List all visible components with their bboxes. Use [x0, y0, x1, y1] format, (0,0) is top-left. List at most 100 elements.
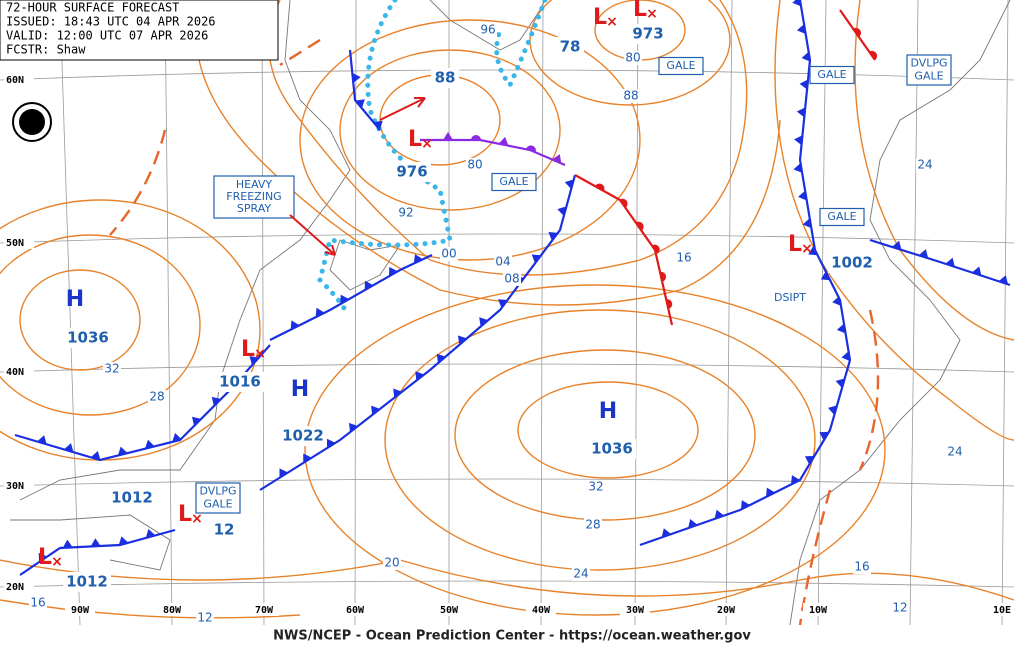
cold-front-pip — [552, 154, 562, 164]
isobar-label: 16 — [30, 596, 45, 610]
isobar — [304, 284, 886, 616]
warm-front-pip — [471, 135, 481, 140]
trough — [858, 309, 880, 471]
isobar-label: 80 — [625, 51, 640, 65]
annotation-text: SPRAY — [237, 202, 271, 215]
isobar-label-bg — [503, 272, 521, 286]
isobar — [299, 19, 641, 261]
lat-label-bg — [4, 74, 34, 86]
lat-label: 60N — [6, 75, 24, 86]
cold-front-pip — [315, 307, 325, 318]
cold-front-pip — [373, 120, 383, 130]
low-symbol: L — [408, 127, 422, 152]
warning-text: DVLPG — [199, 485, 236, 498]
cold-front-pip — [340, 294, 350, 305]
isobar — [339, 49, 561, 211]
logo-core — [19, 109, 45, 135]
cold-front-pip — [841, 351, 851, 362]
cold-front-pip — [531, 254, 542, 264]
isobar-label-bg — [196, 611, 214, 625]
isobar-label-bg — [29, 596, 47, 610]
cold-front-pip — [145, 439, 155, 449]
cold-front-pip — [279, 468, 288, 478]
lat-label-bg — [4, 581, 34, 593]
cold-front-pip — [211, 396, 221, 407]
lat-label: 20N — [6, 582, 24, 593]
cold-front-pip — [62, 539, 73, 548]
warning-box — [906, 54, 952, 86]
warning-box — [809, 65, 855, 85]
low-symbol: L — [178, 502, 192, 527]
warm-front-pip — [651, 244, 660, 254]
lon-label-bg — [987, 603, 1017, 616]
cold-front-pip — [249, 356, 259, 366]
pressure-box — [216, 372, 264, 392]
warning-text: DVLPG — [910, 57, 947, 70]
warning-text: GALE — [666, 59, 695, 72]
cold-front-pip — [63, 443, 74, 453]
lon-label: 60W — [346, 605, 365, 616]
isobar-label: 88 — [623, 89, 638, 103]
cold-front-pip — [457, 335, 467, 345]
cold-front-pip — [792, 0, 802, 7]
pressure-box — [108, 488, 156, 508]
warm-front-pip — [853, 27, 862, 38]
center-pressure: 88 — [435, 69, 456, 87]
warm-front-pip — [666, 299, 673, 309]
isobar-label: 80 — [467, 158, 482, 172]
front-line — [348, 49, 381, 131]
cold-front-pip — [557, 206, 567, 217]
lat-label-bg — [4, 237, 34, 249]
warning-text: GALE — [914, 70, 943, 83]
cold-front-pip — [740, 500, 750, 510]
cold-front-pip — [793, 163, 803, 173]
header-box — [0, 0, 279, 61]
isobar — [19, 269, 141, 371]
low-x: × — [254, 346, 266, 362]
warning-box — [491, 172, 537, 192]
cold-front-pip — [801, 51, 811, 62]
lon-label-bg — [526, 603, 556, 616]
cold-front-pip — [436, 353, 446, 364]
cold-front-pip — [172, 432, 182, 442]
cold-front-pip — [791, 475, 800, 485]
cold-front-pip — [355, 99, 365, 109]
warning-box — [195, 482, 241, 514]
troughs — [109, 38, 880, 626]
lon-label: 30W — [626, 605, 645, 616]
ice-edge — [317, 0, 548, 313]
warning-box — [658, 56, 704, 76]
isobar-label-bg — [466, 158, 484, 172]
cold-front-pip — [945, 257, 955, 267]
cold-front-pip — [90, 451, 101, 461]
cold-front-pip — [918, 249, 929, 259]
low-x: × — [801, 241, 813, 257]
latitude-lines — [0, 69, 1015, 588]
low-symbol: L — [38, 545, 52, 570]
center-pressure: 1022 — [282, 427, 324, 445]
lon-label: 10W — [809, 605, 828, 616]
front-line — [259, 174, 577, 491]
low-x: × — [606, 14, 618, 30]
warm-front-pip — [619, 198, 628, 208]
pressure-box — [588, 439, 636, 459]
isobar-label-bg — [891, 601, 909, 615]
trough — [798, 489, 832, 626]
isobar-label: 16 — [676, 251, 691, 265]
cold-front-pip — [794, 135, 803, 146]
center-pressure: 1002 — [831, 254, 873, 272]
isobar — [774, 0, 1015, 441]
cold-front-pip — [714, 509, 725, 519]
trough — [109, 129, 167, 236]
cold-front-pip — [479, 317, 489, 327]
isobar-label: 28 — [585, 518, 600, 532]
annotation-box — [213, 175, 295, 219]
lon-label-bg — [340, 603, 370, 616]
warning-text: GALE — [203, 498, 232, 511]
isobar-label-bg — [622, 89, 640, 103]
isobar-label-bg — [675, 251, 693, 265]
isobar-label: 04 — [495, 255, 510, 269]
isobar-label: 24 — [573, 567, 588, 581]
cold-front-pip — [798, 190, 807, 201]
cold-front-pip — [349, 422, 358, 433]
